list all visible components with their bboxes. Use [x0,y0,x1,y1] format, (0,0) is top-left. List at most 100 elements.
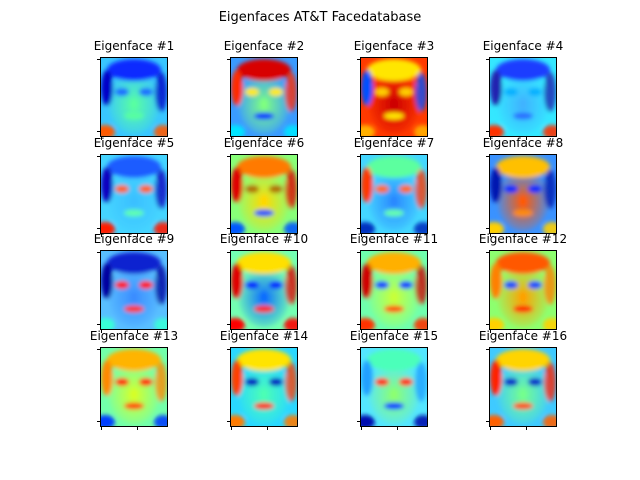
y-tick [357,59,360,60]
y-tick [227,349,230,350]
y-tick [357,228,360,229]
y-tick [97,131,100,132]
eigenface-image [230,250,298,330]
x-tick [267,234,268,237]
eigenface-image [100,154,168,234]
eigenface-image [100,347,168,427]
eigenface-panel: Eigenface #7 [354,136,434,237]
y-tick [97,421,100,422]
eigenface-panel: Eigenface #2 [224,39,304,140]
x-tick [490,427,491,430]
eigenface-image [100,250,168,330]
panel-title: Eigenface #2 [223,39,305,53]
eigenface-image [489,57,557,137]
eigenface-image [230,154,298,234]
y-tick [97,228,100,229]
eigenface-image [360,57,428,137]
y-tick [97,324,100,325]
panel-title: Eigenface #10 [219,232,309,246]
x-tick [361,427,362,430]
x-tick [267,330,268,333]
figure-title: Eigenfaces AT&T Facedatabase [218,10,422,25]
y-tick [486,421,489,422]
panel-title: Eigenface #4 [482,39,564,53]
panel-title: Eigenface #16 [478,329,568,343]
eigenface-panel: Eigenface #8 [483,136,563,237]
panel-title: Eigenface #1 [93,39,175,53]
y-tick [357,349,360,350]
y-tick [486,228,489,229]
eigenface-panel: Eigenface #11 [350,232,438,333]
y-tick [357,324,360,325]
y-tick [486,156,489,157]
x-tick [526,137,527,140]
y-tick [357,421,360,422]
y-tick [97,252,100,253]
y-tick [227,59,230,60]
eigenface-panel: Eigenface #12 [479,232,567,333]
x-tick [101,427,102,430]
y-tick [227,421,230,422]
eigenface-panel: Eigenface #4 [483,39,563,140]
eigenface-image [230,347,298,427]
panel-title: Eigenface #7 [353,136,435,150]
eigenface-panel: Eigenface #6 [224,136,304,237]
panel-title: Eigenface #11 [349,232,439,246]
x-tick [101,330,102,333]
eigenface-panel: Eigenface #5 [94,136,174,237]
panel-title: Eigenface #5 [93,136,175,150]
x-tick [397,330,398,333]
y-tick [227,228,230,229]
panel-title: Eigenface #6 [223,136,305,150]
x-tick [490,330,491,333]
x-tick [490,234,491,237]
y-tick [97,349,100,350]
x-tick [137,137,138,140]
x-tick [361,137,362,140]
y-tick [227,324,230,325]
x-tick [361,234,362,237]
y-tick [97,156,100,157]
x-tick [397,234,398,237]
eigenface-image [489,347,557,427]
x-tick [137,234,138,237]
x-tick [231,427,232,430]
eigenface-image [100,57,168,137]
y-tick [486,59,489,60]
x-tick [526,234,527,237]
eigenface-panel: Eigenface #14 [220,329,308,430]
x-tick [361,330,362,333]
eigenface-panel: Eigenface #13 [90,329,178,430]
eigenface-panel: Eigenface #9 [94,232,174,333]
eigenface-image [489,154,557,234]
eigenface-panel: Eigenface #16 [479,329,567,430]
y-tick [357,131,360,132]
eigenface-panel: Eigenface #10 [220,232,308,333]
panel-title: Eigenface #3 [353,39,435,53]
panel-title: Eigenface #15 [349,329,439,343]
eigenface-image [230,57,298,137]
eigenface-image [489,250,557,330]
panel-title: Eigenface #8 [482,136,564,150]
y-tick [486,349,489,350]
y-tick [486,324,489,325]
x-tick [101,137,102,140]
y-tick [357,156,360,157]
panel-title: Eigenface #14 [219,329,309,343]
x-tick [490,137,491,140]
x-tick [526,427,527,430]
x-tick [267,427,268,430]
y-tick [97,59,100,60]
y-tick [486,131,489,132]
panel-title: Eigenface #9 [93,232,175,246]
eigenface-image [360,347,428,427]
panel-title: Eigenface #13 [89,329,179,343]
eigenface-panel: Eigenface #3 [354,39,434,140]
x-tick [397,427,398,430]
x-tick [526,330,527,333]
x-tick [101,234,102,237]
x-tick [231,330,232,333]
y-tick [227,252,230,253]
eigenface-image [360,250,428,330]
